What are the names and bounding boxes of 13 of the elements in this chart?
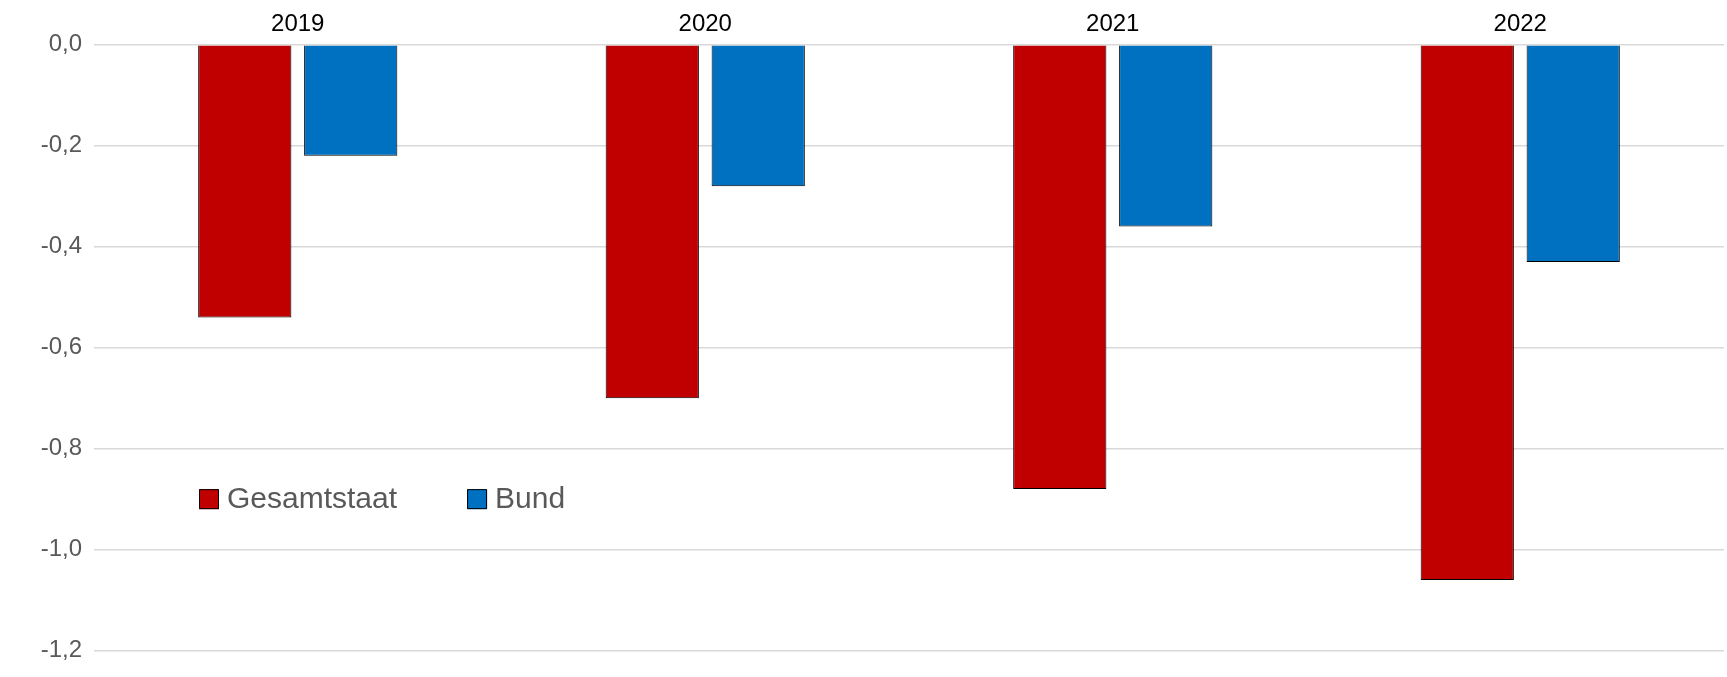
y-tick-label: -0,4 <box>40 231 82 259</box>
x-tick-label: 2022 <box>1493 9 1547 37</box>
x-tick-label: 2021 <box>1086 9 1140 37</box>
y-tick-label: -1,2 <box>40 635 82 663</box>
y-tick-label: -0,8 <box>40 433 82 461</box>
x-tick-label: 2019 <box>271 9 325 37</box>
y-tick-label: 0,0 <box>48 29 82 57</box>
legend-label: Gesamtstaat <box>227 481 398 515</box>
y-tick-label: -1,0 <box>40 534 82 562</box>
y-tick-label: -0,6 <box>40 332 82 360</box>
legend-label: Bund <box>495 481 566 515</box>
y-tick-label: -0,2 <box>40 130 82 158</box>
x-tick-label: 2020 <box>678 9 732 37</box>
